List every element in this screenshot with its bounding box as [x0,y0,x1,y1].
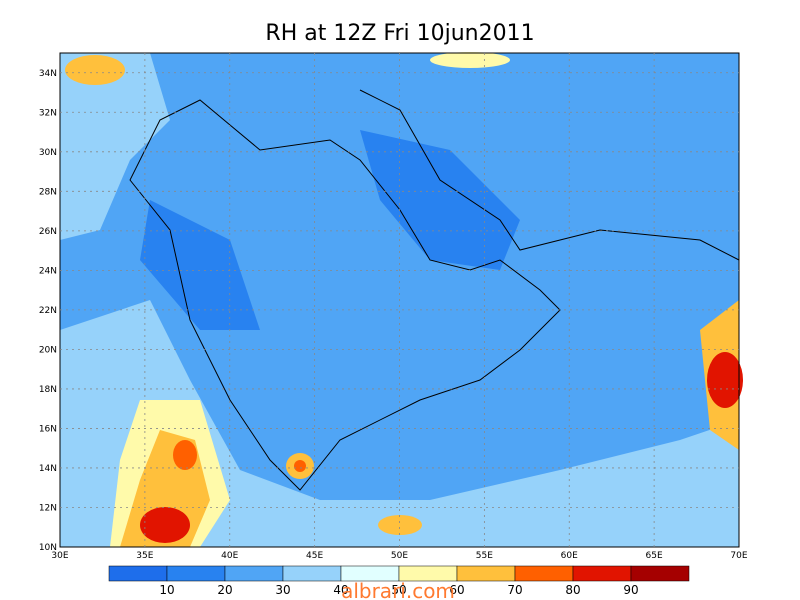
y-tick-label: 26N [39,227,57,237]
y-tick-label: 30N [39,148,57,158]
title: RH at 12Z Fri 10jun2011 [265,21,534,46]
colorbar-box [108,565,168,582]
field-orange [65,55,125,85]
colorbar-label: 20 [217,583,232,597]
field-dark [360,130,520,270]
colorbar-box [630,565,690,582]
x-tick-label: 70E [730,551,747,561]
y-tick-label: 28N [39,187,57,197]
colorbar-label: 80 [565,583,580,597]
y-tick-label: 10N [39,543,57,553]
colorbar-box [572,565,632,582]
y-tick-label: 24N [39,266,57,276]
colorbar-label: 40 [333,583,348,597]
y-tick-label: 34N [39,69,57,79]
y-tick-label: 22N [39,306,57,316]
y-tick-label: 16N [39,424,57,434]
field-light [60,53,170,240]
x-tick-label: 30E [51,551,68,561]
x-tick-label: 45E [306,551,323,561]
field-dark [140,200,260,330]
colorbar-box [166,565,226,582]
y-tick-label: 32N [39,108,57,118]
colorbar-box [224,565,284,582]
x-tick-label: 55E [476,551,493,561]
x-tick-label: 35E [136,551,153,561]
y-tick-label: 20N [39,345,57,355]
watermark: albrari.com [341,579,455,600]
field-red [173,440,197,470]
map-field [59,52,743,548]
y-tick-label: 18N [39,385,57,395]
colorbar-label: 90 [623,583,638,597]
colorbar-box [456,565,516,582]
x-tick-label: 65E [646,551,663,561]
colorbar-label: 60 [449,583,464,597]
coastline [359,89,740,261]
x-tick-label: 50E [391,551,408,561]
x-tick-label: 60E [561,551,578,561]
field-yellow [430,52,510,68]
colorbar-label: 30 [275,583,290,597]
colorbar-label: 70 [507,583,522,597]
x-tick-label: 40E [221,551,238,561]
colorbar-label: 50 [391,583,406,597]
colorbar-box [514,565,574,582]
y-tick-label: 14N [39,464,57,474]
field-orange [378,515,422,535]
field-red [140,507,190,543]
field-red [294,460,306,472]
y-tick-label: 12N [39,503,57,513]
colorbar-label: 10 [159,583,174,597]
field-red [707,352,743,408]
colorbar-box [282,565,342,582]
coastline [129,99,561,491]
